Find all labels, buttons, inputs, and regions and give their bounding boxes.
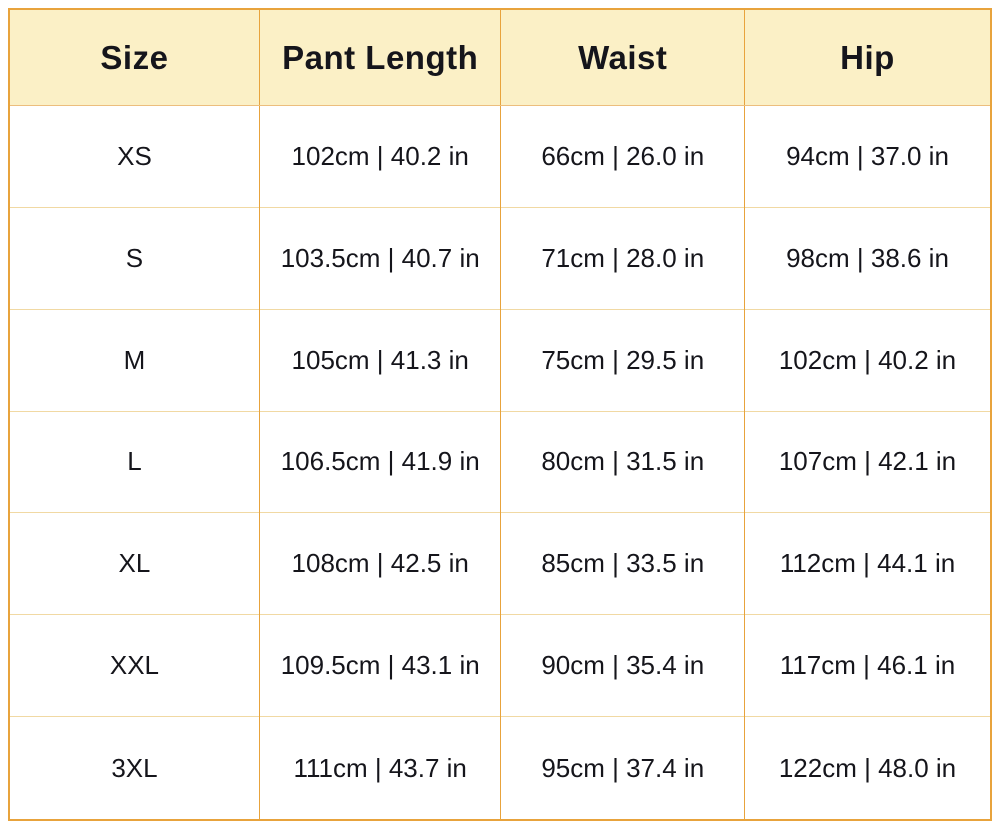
- hip-cell: 122cm | 48.0 in: [744, 716, 991, 820]
- table-row-3xl: 3XL 111cm | 43.7 in 95cm | 37.4 in 122cm…: [9, 716, 991, 820]
- size-cell: XL: [9, 512, 260, 615]
- pant-length-cell: 106.5cm | 41.9 in: [258, 410, 501, 513]
- pant-length-cell: 111cm | 43.7 in: [258, 716, 501, 820]
- hip-cell: 107cm | 42.1 in: [744, 410, 991, 513]
- column-header-hip: Hip: [744, 9, 991, 106]
- size-cell: L: [9, 410, 260, 513]
- column-header-waist: Waist: [500, 9, 745, 106]
- table-row-s: S 103.5cm | 40.7 in 71cm | 28.0 in 98cm …: [9, 206, 991, 310]
- size-cell: XS: [9, 105, 260, 208]
- header-row: Size Pant Length Waist Hip: [9, 9, 991, 106]
- hip-cell: 98cm | 38.6 in: [744, 206, 991, 310]
- waist-cell: 66cm | 26.0 in: [500, 105, 745, 208]
- table-row-xxl: XXL 109.5cm | 43.1 in 90cm | 35.4 in 117…: [9, 614, 991, 717]
- pant-length-cell: 103.5cm | 40.7 in: [258, 206, 501, 310]
- waist-cell: 85cm | 33.5 in: [500, 512, 745, 615]
- table-row-m: M 105cm | 41.3 in 75cm | 29.5 in 102cm |…: [9, 308, 991, 412]
- hip-cell: 112cm | 44.1 in: [744, 512, 991, 615]
- waist-cell: 80cm | 31.5 in: [500, 410, 745, 513]
- column-header-pant-length: Pant Length: [258, 9, 501, 106]
- waist-cell: 95cm | 37.4 in: [500, 716, 745, 820]
- table-row-xl: XL 108cm | 42.5 in 85cm | 33.5 in 112cm …: [9, 512, 991, 615]
- waist-cell: 75cm | 29.5 in: [500, 308, 745, 412]
- waist-cell: 71cm | 28.0 in: [500, 206, 745, 310]
- column-header-size: Size: [9, 9, 260, 106]
- hip-cell: 94cm | 37.0 in: [744, 105, 991, 208]
- pant-length-cell: 102cm | 40.2 in: [258, 105, 501, 208]
- pant-length-cell: 105cm | 41.3 in: [258, 308, 501, 412]
- size-cell: M: [9, 308, 260, 412]
- size-chart-table: Size Pant Length Waist Hip XS 102cm | 40…: [8, 8, 992, 821]
- pant-length-cell: 108cm | 42.5 in: [258, 512, 501, 615]
- hip-cell: 102cm | 40.2 in: [744, 308, 991, 412]
- table-row-l: L 106.5cm | 41.9 in 80cm | 31.5 in 107cm…: [9, 410, 991, 513]
- size-cell: S: [9, 206, 260, 310]
- size-cell: 3XL: [9, 716, 260, 820]
- waist-cell: 90cm | 35.4 in: [500, 614, 745, 717]
- table-row-xs: XS 102cm | 40.2 in 66cm | 26.0 in 94cm |…: [9, 105, 991, 208]
- size-cell: XXL: [9, 614, 260, 717]
- hip-cell: 117cm | 46.1 in: [744, 614, 991, 717]
- pant-length-cell: 109.5cm | 43.1 in: [258, 614, 501, 717]
